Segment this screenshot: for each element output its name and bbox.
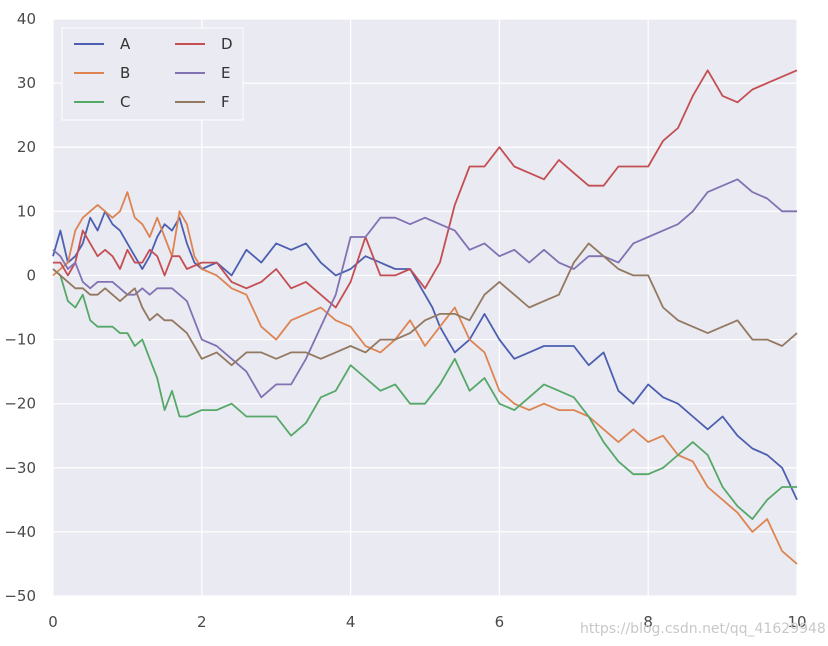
y-tick-label: 40 [17, 10, 36, 28]
y-tick-label: −50 [4, 587, 36, 605]
legend-label: F [221, 93, 230, 111]
x-tick-label: 8 [643, 613, 653, 631]
y-tick-label: 20 [17, 138, 36, 156]
legend: ABC DEF [61, 27, 244, 121]
series-line-b [52, 191, 798, 565]
legend-label: E [221, 64, 230, 82]
x-tick-label: 2 [197, 613, 207, 631]
legend-label: A [120, 35, 131, 53]
x-tick-label: 4 [346, 613, 356, 631]
y-tick-label: 30 [17, 74, 36, 92]
series-line-c [52, 268, 797, 520]
y-tick-label: 10 [17, 202, 36, 220]
legend-label: C [120, 93, 130, 111]
y-tick-label: −20 [4, 395, 36, 413]
x-axis-tick-labels: 0 2 4 6 8 10 [48, 613, 806, 631]
legend-label: B [120, 64, 130, 82]
y-tick-label: −10 [4, 331, 36, 349]
y-axis-tick-labels: 40 30 20 10 0 −10 −20 −30 −40 −50 [4, 10, 36, 605]
watermark: https://blog.csdn.net/qq_41629948 [580, 621, 826, 637]
y-tick-label: 0 [26, 266, 36, 284]
x-tick-label: 10 [787, 613, 806, 631]
series-line-f [52, 242, 798, 367]
series-lines [52, 69, 798, 565]
series-line-e [52, 178, 797, 399]
series-line-d [53, 69, 798, 309]
x-tick-label: 6 [495, 613, 505, 631]
x-tick-label: 0 [48, 613, 58, 631]
y-tick-label: −40 [4, 523, 36, 541]
y-tick-label: −30 [4, 459, 36, 477]
series-line-a [52, 210, 798, 501]
legend-label: D [221, 35, 233, 53]
